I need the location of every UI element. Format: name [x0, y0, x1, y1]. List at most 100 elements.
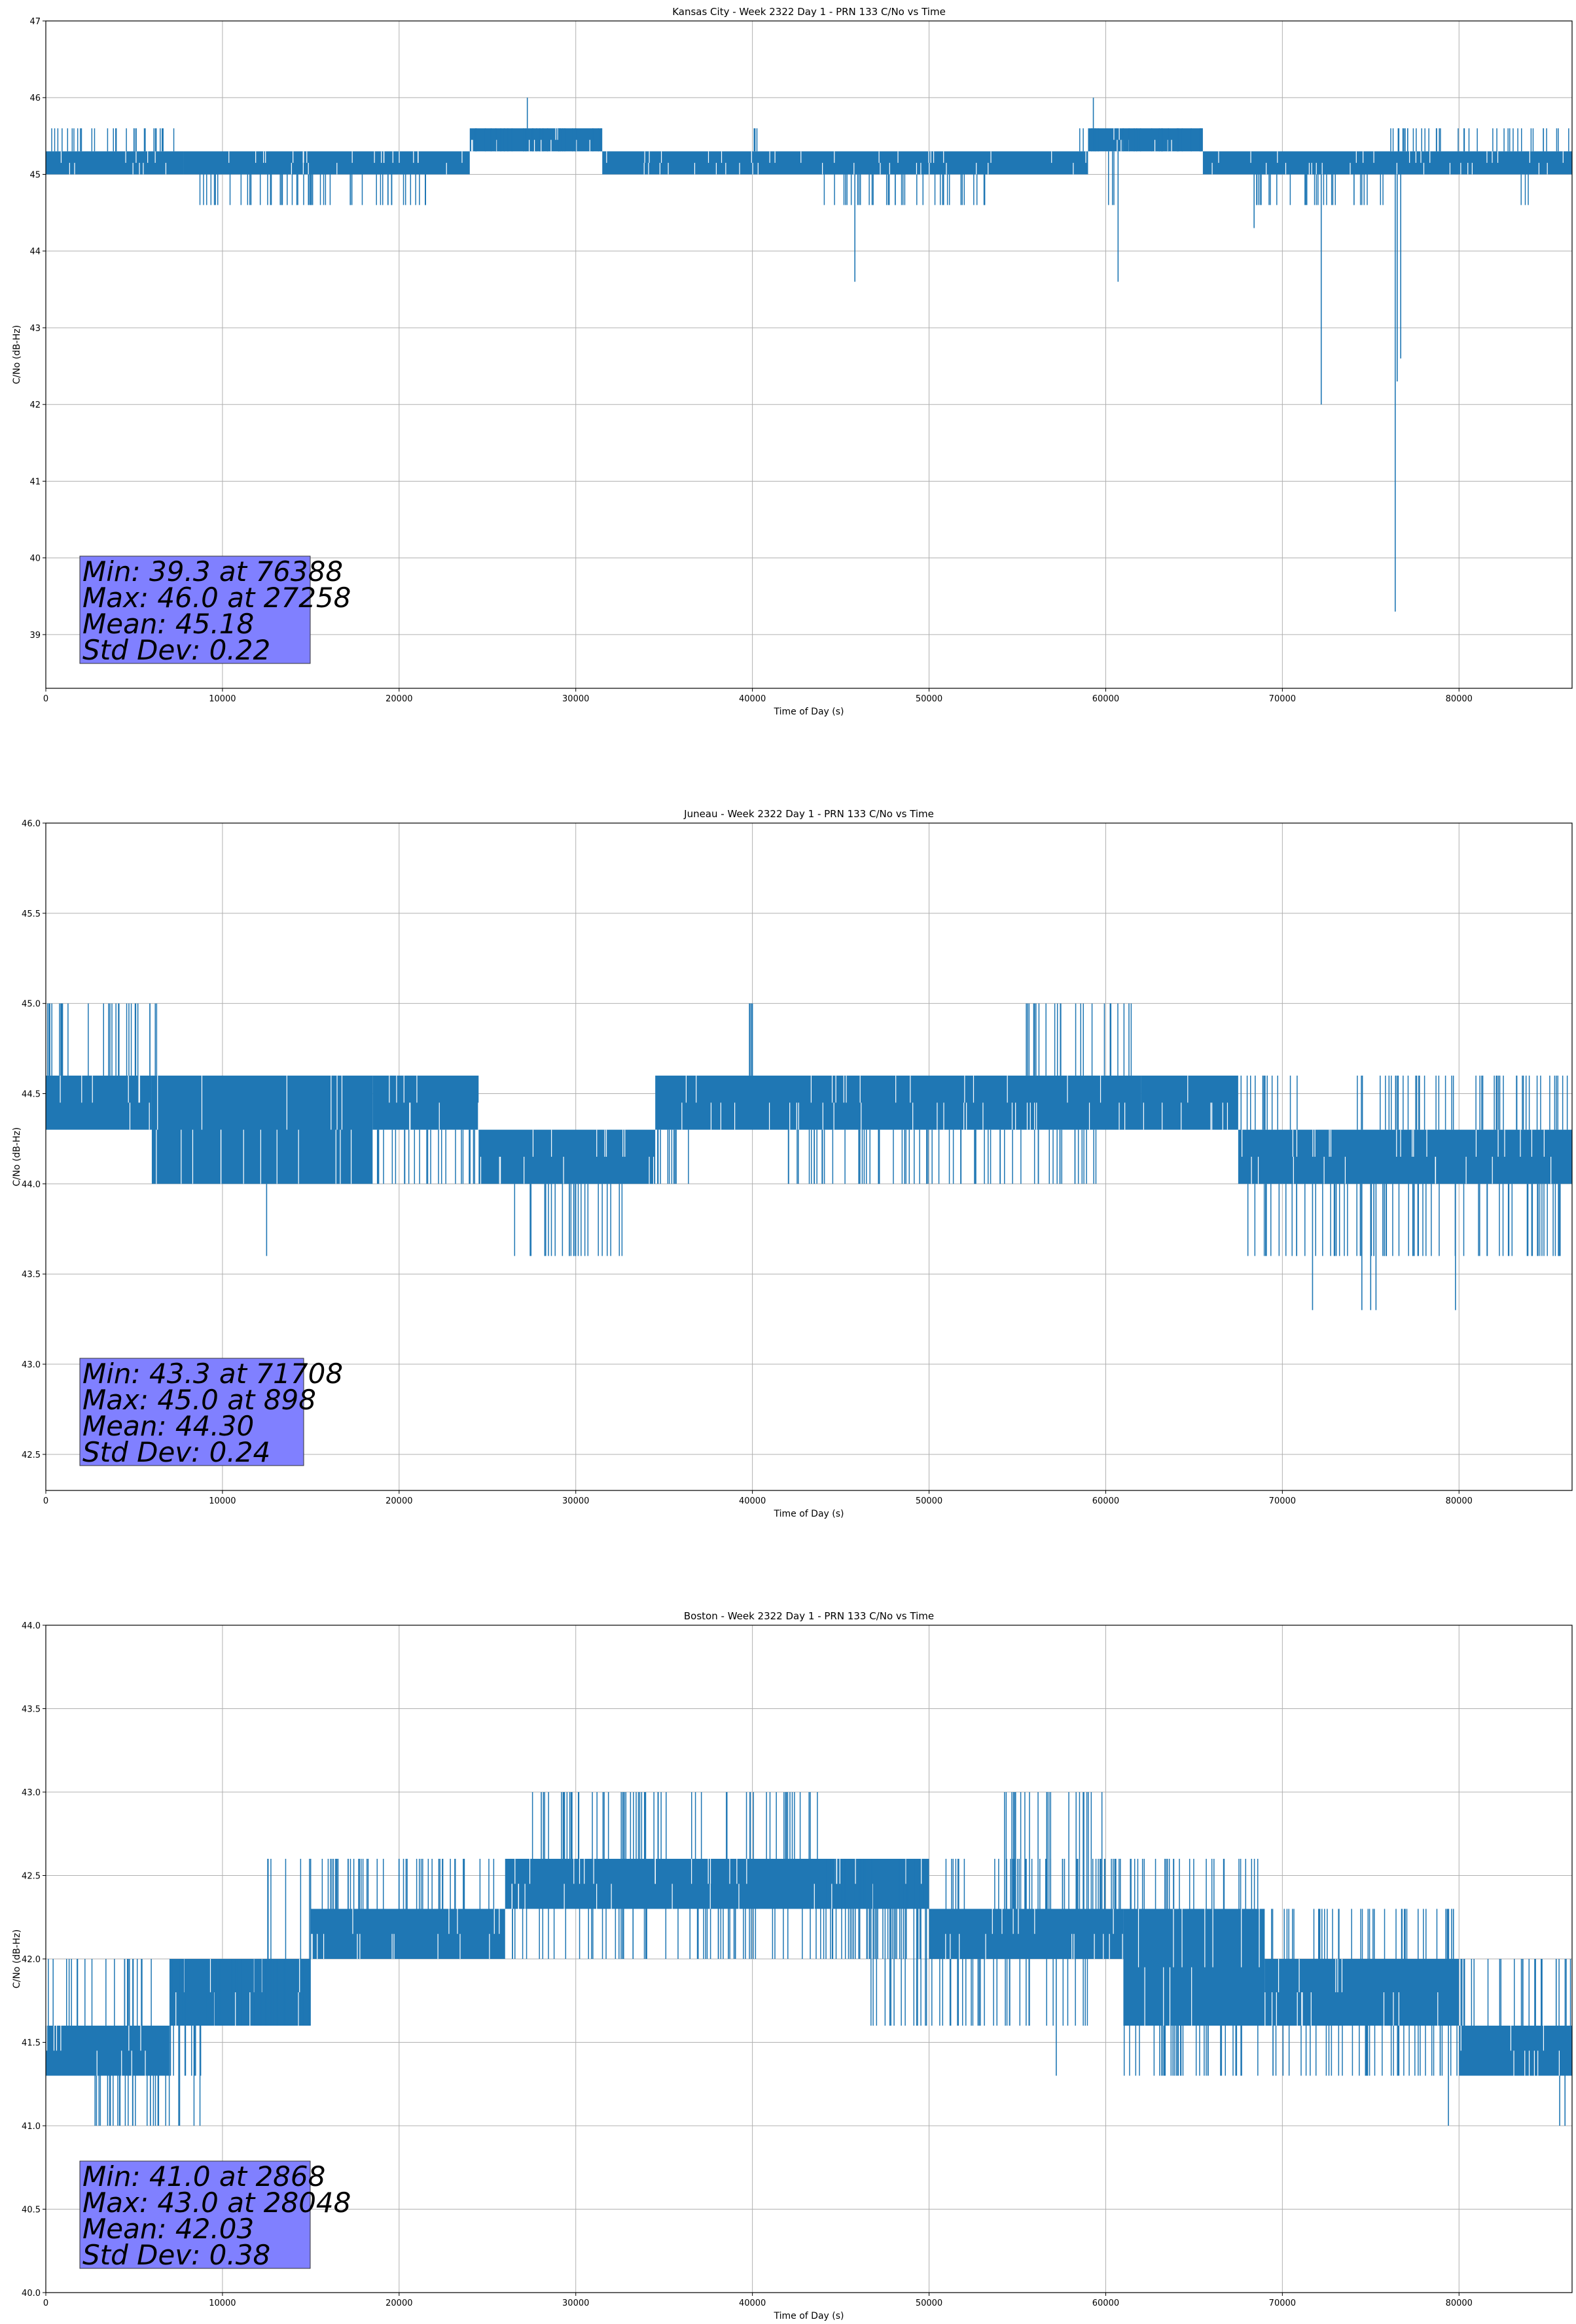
x-axis-label: Time of Day (s) [774, 2311, 844, 2321]
chart-title: Kansas City - Week 2322 Day 1 - PRN 133 … [672, 6, 946, 18]
y-tick-label: 46.0 [22, 819, 41, 829]
data-band [1202, 151, 1572, 175]
data-band [1264, 1959, 1460, 2026]
y-tick-label: 41.0 [22, 2122, 41, 2132]
data-band [505, 1859, 929, 1909]
chart-panel-1: 0 10000 20000 30000 40000 50000 60000 70000 8000… [12, 6, 1573, 717]
y-tick-label: 43 [29, 324, 41, 334]
y-tick-label: 42.0 [22, 1955, 41, 1965]
y-tick-label: 40.5 [22, 2206, 41, 2215]
y-tick-label: 45.0 [22, 1000, 41, 1010]
chart-title: Boston - Week 2322 Day 1 - PRN 133 C/No … [684, 1610, 934, 1622]
stats-line: Std Dev: 0.24 [82, 1436, 270, 1468]
axes-frame [45, 822, 1573, 1491]
y-tick-label: 43.5 [22, 1270, 41, 1280]
data-band [478, 1129, 656, 1184]
axes-frame [45, 20, 1573, 689]
stats-line: Mean: 44.30 [82, 1410, 254, 1442]
data-band [1238, 1129, 1572, 1184]
x-tick-label: 80000 [1446, 694, 1473, 704]
data-series [46, 97, 1572, 612]
x-tick-label: 50000 [916, 2298, 942, 2308]
data-band [655, 1075, 1141, 1130]
y-tick-label: 41.5 [22, 2039, 41, 2049]
stats-line: Mean: 42.03 [82, 2213, 254, 2245]
x-tick-label: 10000 [209, 1496, 236, 1506]
y-tick-label: 46 [29, 94, 41, 103]
x-tick-label: 0 [43, 694, 48, 704]
stats-box-background [79, 2160, 311, 2269]
data-band [169, 1959, 311, 2026]
y-tick-label: 40.0 [22, 2289, 41, 2298]
y-tick-label: 42.5 [22, 1872, 41, 1882]
y-tick-label: 41 [29, 477, 41, 487]
stats-box-background [79, 555, 311, 664]
y-axis-label: C/No (dB-Hz) [12, 325, 22, 384]
stats-line: Min: 41.0 at 2868 [82, 2160, 325, 2192]
data-band [310, 1909, 505, 1959]
y-axis-label: C/No (dB-Hz) [12, 1929, 22, 1988]
y-tick-label: 44 [29, 247, 41, 257]
stats-line: Std Dev: 0.38 [82, 2239, 270, 2271]
x-tick-label: 70000 [1269, 2298, 1296, 2308]
data-series [46, 1792, 1572, 2126]
x-tick-label: 80000 [1446, 2298, 1473, 2308]
x-tick-label: 40000 [739, 694, 766, 704]
x-axis-label: Time of Day (s) [774, 1509, 844, 1519]
y-tick-label: 44.0 [22, 1621, 41, 1631]
x-tick-label: 20000 [385, 2298, 412, 2308]
x-tick-label: 30000 [562, 2298, 589, 2308]
data-band [602, 151, 1088, 175]
y-tick-label: 42 [29, 400, 41, 410]
y-tick-label: 44.5 [22, 1090, 41, 1100]
x-tick-label: 80000 [1446, 1496, 1473, 1506]
data-band [151, 1075, 373, 1184]
chart-title: Juneau - Week 2322 Day 1 - PRN 133 C/No … [683, 808, 934, 820]
data-band [469, 128, 603, 152]
x-tick-label: 60000 [1092, 1496, 1119, 1506]
x-tick-label: 10000 [209, 694, 236, 704]
x-tick-label: 60000 [1092, 2298, 1119, 2308]
data-band [46, 2026, 170, 2076]
x-tick-label: 0 [43, 2298, 48, 2308]
x-tick-label: 40000 [739, 2298, 766, 2308]
stats-line: Max: 43.0 at 28048 [82, 2187, 351, 2219]
x-tick-label: 50000 [916, 1496, 942, 1506]
stats-line: Min: 39.3 at 76388 [82, 555, 343, 588]
data-series [46, 1003, 1572, 1311]
x-tick-label: 10000 [209, 2298, 236, 2308]
stats-line: Min: 43.3 at 71708 [82, 1358, 343, 1390]
x-tick-label: 20000 [385, 694, 412, 704]
x-tick-label: 60000 [1092, 694, 1119, 704]
chart-panel-3: 0 10000 20000 30000 40000 50000 60000 70000 8000… [12, 1610, 1573, 2321]
chart-panel-2: 0 10000 20000 30000 40000 50000 60000 70000 8000… [12, 808, 1573, 1519]
stats-line: Mean: 45.18 [82, 608, 254, 640]
y-axis-label: C/No (dB-Hz) [12, 1127, 22, 1186]
data-band [46, 151, 184, 175]
x-tick-label: 30000 [562, 694, 589, 704]
x-axis-label: Time of Day (s) [774, 707, 844, 717]
y-tick-label: 42.5 [22, 1451, 41, 1460]
data-band [1088, 128, 1203, 152]
stats-line: Std Dev: 0.22 [82, 634, 270, 666]
data-band [183, 151, 470, 175]
y-tick-label: 44.0 [22, 1180, 41, 1189]
stats-box-background [79, 1358, 304, 1466]
data-band [1141, 1075, 1238, 1130]
x-tick-label: 50000 [916, 694, 942, 704]
x-tick-label: 20000 [385, 1496, 412, 1506]
y-tick-label: 43.0 [22, 1360, 41, 1370]
x-tick-label: 0 [43, 1496, 48, 1506]
y-tick-label: 39 [29, 631, 41, 641]
stats-line: Max: 45.0 at 898 [82, 1384, 316, 1416]
y-tick-label: 47 [29, 17, 41, 27]
x-tick-label: 70000 [1269, 694, 1296, 704]
stats-line: Max: 46.0 at 27258 [82, 582, 351, 614]
data-band [929, 1909, 1124, 1959]
x-tick-label: 70000 [1269, 1496, 1296, 1506]
y-tick-label: 43.0 [22, 1788, 41, 1798]
data-band [46, 1075, 152, 1130]
y-tick-label: 45 [29, 170, 41, 180]
